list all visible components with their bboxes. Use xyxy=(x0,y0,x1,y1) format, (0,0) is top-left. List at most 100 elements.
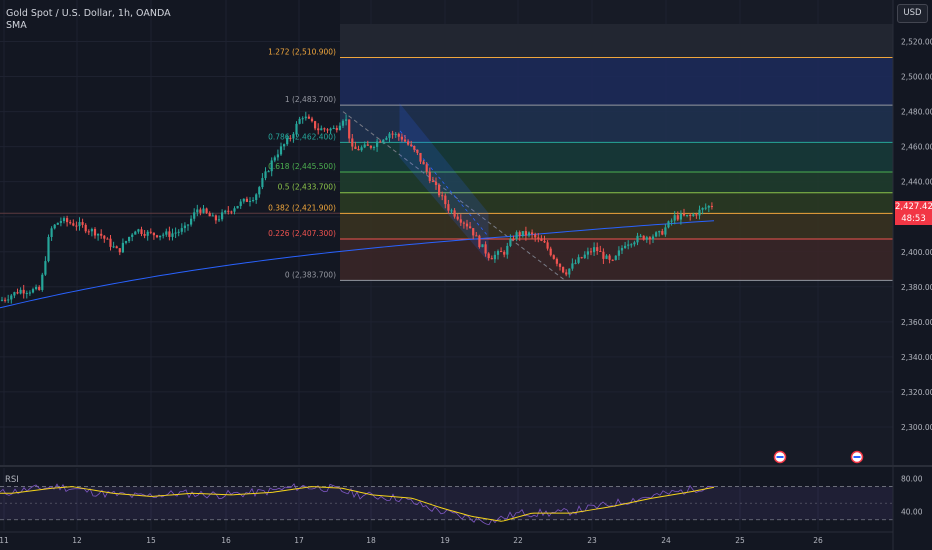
candle-body xyxy=(214,215,217,221)
candle-body xyxy=(496,251,500,255)
candle-body xyxy=(338,125,341,131)
candle-body xyxy=(196,209,199,213)
candle-body xyxy=(50,228,53,237)
candle-body xyxy=(456,216,459,220)
candle-body xyxy=(462,222,465,224)
candle-body xyxy=(90,229,93,232)
fib-trendline xyxy=(342,111,566,281)
time-tick-label: 24 xyxy=(661,536,671,545)
candle-body xyxy=(416,149,419,153)
us-event-flag-stripe xyxy=(853,456,861,458)
price-tick-label: 2,480.000 xyxy=(901,108,932,117)
candle-body xyxy=(205,208,208,213)
channel-polygon xyxy=(399,103,489,262)
candle-body xyxy=(310,118,314,122)
candle-body xyxy=(87,231,90,233)
candle-body xyxy=(202,208,205,213)
candlesticks xyxy=(0,111,713,304)
rsi-tick-label: 40.00 xyxy=(901,507,923,516)
candle-body xyxy=(84,224,87,232)
candle-body xyxy=(72,223,75,226)
candle-body xyxy=(273,157,276,161)
candle-body xyxy=(487,253,490,259)
candle-body xyxy=(478,235,481,248)
candle-body xyxy=(100,233,103,236)
candle-body xyxy=(351,138,354,147)
candle-body xyxy=(69,222,72,224)
candle-body xyxy=(121,242,124,253)
candle-body xyxy=(137,229,140,232)
candle-body xyxy=(59,221,62,223)
fib-label: 0 (2,383.700) xyxy=(285,270,336,279)
candle-body xyxy=(171,233,174,237)
candle-body xyxy=(422,161,425,165)
candle-body xyxy=(97,233,100,236)
candle-body xyxy=(651,236,655,240)
candle-body xyxy=(320,128,323,131)
candle-body xyxy=(444,195,447,205)
symbol-label[interactable]: Gold Spot / U.S. Dollar, 1h, OANDA xyxy=(6,8,171,19)
time-tick-label: 22 xyxy=(513,536,523,545)
candle-body xyxy=(292,134,295,139)
currency-button[interactable]: USD xyxy=(897,4,928,23)
candle-body xyxy=(388,133,391,138)
candle-body xyxy=(630,244,633,246)
candle-body xyxy=(134,231,137,235)
candle-body xyxy=(602,251,605,259)
candle-body xyxy=(608,255,611,260)
candle-body xyxy=(534,234,537,238)
candle-body xyxy=(524,231,527,236)
candle-body xyxy=(664,227,667,235)
candle-body xyxy=(174,232,177,234)
rsi-tick-label: 80.00 xyxy=(901,474,923,483)
fib-label: 0.618 (2,445.500) xyxy=(268,162,336,171)
candle-body xyxy=(224,210,227,213)
rsi-label[interactable]: RSI xyxy=(5,475,19,485)
candle-body xyxy=(549,248,552,256)
candle-body xyxy=(698,209,701,216)
candle-body xyxy=(329,128,332,131)
candle-body xyxy=(242,198,245,202)
candle-body xyxy=(655,232,658,237)
indicator-label[interactable]: SMA xyxy=(6,20,27,31)
candle-body xyxy=(648,237,651,240)
candle-body xyxy=(35,286,38,290)
candle-body xyxy=(332,127,335,129)
candle-body xyxy=(403,139,407,142)
candle-body xyxy=(490,258,493,260)
candle-body xyxy=(66,218,69,223)
candle-body xyxy=(428,171,431,181)
candle-body xyxy=(183,225,186,229)
time-tick-label: 16 xyxy=(221,536,231,545)
candle-body xyxy=(124,241,128,243)
candle-body xyxy=(658,231,661,233)
candle-body xyxy=(689,214,692,217)
candle-body xyxy=(617,250,620,256)
candle-body xyxy=(357,148,360,151)
current-price: 2,427.420 xyxy=(895,202,932,212)
candle-body xyxy=(75,225,78,227)
candle-body xyxy=(106,238,109,240)
candle-body xyxy=(385,137,388,140)
candle-body xyxy=(199,209,202,213)
candle-body xyxy=(546,242,549,249)
candle-body xyxy=(354,146,357,149)
fib-zone xyxy=(340,105,893,143)
candle-body xyxy=(314,121,317,129)
candle-body xyxy=(270,160,273,172)
candle-body xyxy=(298,118,301,124)
candle-body xyxy=(103,235,106,239)
candle-body xyxy=(372,146,376,148)
candle-body xyxy=(710,206,713,208)
time-tick-label: 26 xyxy=(813,536,823,545)
candle-body xyxy=(109,238,112,247)
candle-body xyxy=(16,292,19,294)
candle-body xyxy=(162,234,165,236)
candle-body xyxy=(44,261,47,275)
candle-body xyxy=(481,244,484,248)
candle-body xyxy=(295,123,298,135)
candle-body xyxy=(7,299,10,301)
candle-body xyxy=(593,247,596,253)
sma-polyline xyxy=(0,220,715,309)
